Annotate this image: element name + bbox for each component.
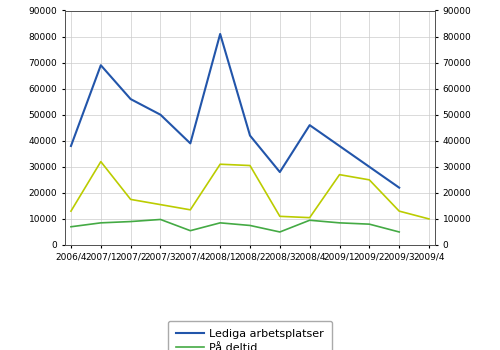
På viss tid [306, 216, 312, 220]
På deltid [128, 219, 134, 224]
På viss tid [247, 163, 253, 168]
På viss tid [188, 208, 194, 212]
På deltid [306, 218, 312, 222]
Lediga arbetsplatser [396, 186, 402, 190]
Lediga arbetsplatser [306, 123, 312, 127]
På deltid [217, 221, 223, 225]
Lediga arbetsplatser [277, 170, 283, 174]
Legend: Lediga arbetsplatser, På deltid, På viss tid: Lediga arbetsplatser, På deltid, På viss… [168, 321, 332, 350]
På viss tid [128, 197, 134, 202]
Line: Lediga arbetsplatser: Lediga arbetsplatser [71, 34, 399, 188]
På deltid [158, 217, 164, 222]
På deltid [188, 229, 194, 233]
På deltid [277, 230, 283, 234]
Lediga arbetsplatser [366, 165, 372, 169]
På deltid [366, 222, 372, 226]
På viss tid [158, 203, 164, 207]
På viss tid [366, 178, 372, 182]
På viss tid [98, 160, 104, 164]
Lediga arbetsplatser [98, 63, 104, 67]
På viss tid [217, 162, 223, 166]
På viss tid [68, 209, 74, 213]
Lediga arbetsplatser [68, 144, 74, 148]
Lediga arbetsplatser [336, 144, 342, 148]
På viss tid [277, 214, 283, 218]
På viss tid [396, 209, 402, 213]
Lediga arbetsplatser [217, 32, 223, 36]
Lediga arbetsplatser [188, 141, 194, 146]
På viss tid [426, 217, 432, 221]
På viss tid [336, 173, 342, 177]
Line: På deltid: På deltid [71, 219, 399, 232]
På deltid [68, 225, 74, 229]
Lediga arbetsplatser [158, 113, 164, 117]
På deltid [247, 223, 253, 228]
Lediga arbetsplatser [128, 97, 134, 101]
Line: På viss tid: På viss tid [71, 162, 429, 219]
På deltid [98, 221, 104, 225]
Lediga arbetsplatser [247, 133, 253, 138]
På deltid [396, 230, 402, 234]
På deltid [336, 221, 342, 225]
